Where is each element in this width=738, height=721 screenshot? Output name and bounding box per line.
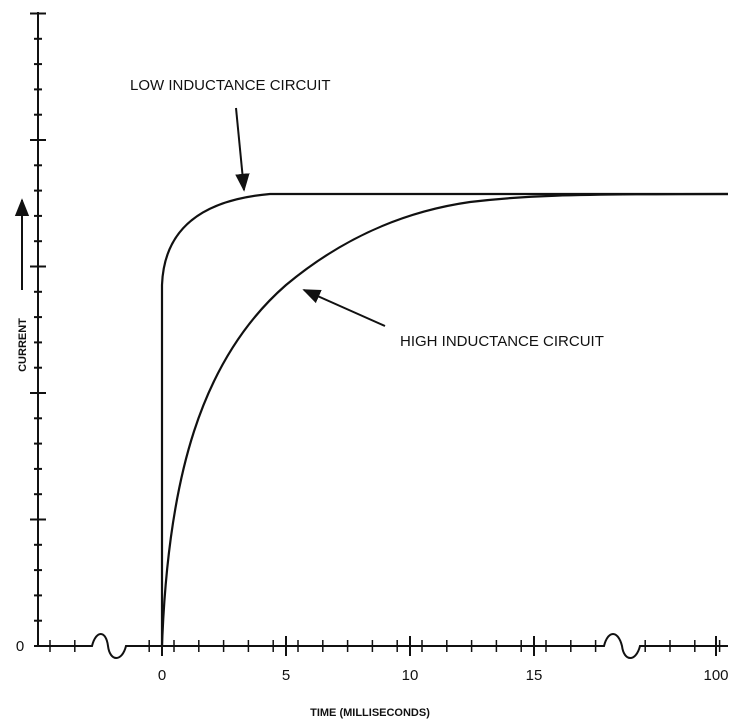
- x-tick-label: 15: [526, 667, 543, 684]
- x-tick-label: 100: [703, 667, 728, 684]
- x-tick-label: 0: [158, 667, 166, 684]
- annotation: LOW INDUCTANCE CIRCUIT: [130, 77, 331, 94]
- annotation: HIGH INDUCTANCE CIRCUIT: [400, 333, 604, 350]
- axes: [37, 12, 728, 659]
- x-axis-label: TIME (MILLISECONDS): [310, 707, 430, 719]
- x-tick-label: 5: [282, 667, 290, 684]
- high-inductance-curve: [160, 192, 729, 647]
- annotation-arrow: [235, 107, 250, 192]
- x-tick-label: 10: [402, 667, 419, 684]
- y-axis-label: CURRENT: [17, 318, 29, 372]
- x-axis: [38, 633, 728, 659]
- annotation-arrow: [302, 289, 386, 327]
- y-tick-label: 0: [16, 638, 24, 655]
- low-inductance-curve: [160, 192, 728, 646]
